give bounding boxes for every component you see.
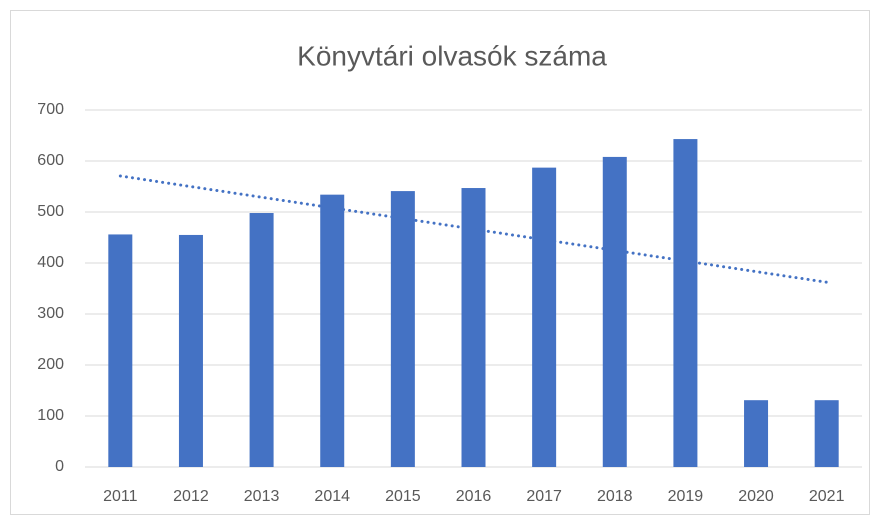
y-tick-label: 0 <box>55 458 64 475</box>
x-tick-label: 2019 <box>668 488 704 505</box>
bar <box>673 139 698 467</box>
bar <box>320 194 345 467</box>
y-tick-label: 300 <box>37 305 64 322</box>
bar <box>744 400 769 467</box>
bar <box>249 213 274 467</box>
bar <box>532 167 557 467</box>
bar <box>178 234 203 467</box>
y-tick-label: 200 <box>37 356 64 373</box>
bar <box>814 400 839 467</box>
x-tick-label: 2015 <box>385 488 421 505</box>
chart-title: Könyvtári olvasók száma <box>297 40 607 71</box>
bar <box>108 234 133 467</box>
bar <box>461 188 486 467</box>
x-tick-label: 2021 <box>809 488 845 505</box>
x-tick-label: 2013 <box>244 488 280 505</box>
x-tick-label: 2016 <box>456 488 492 505</box>
x-tick-label: 2017 <box>526 488 562 505</box>
x-tick-label: 2020 <box>738 488 774 505</box>
x-tick-label: 2011 <box>103 488 138 505</box>
y-tick-label: 500 <box>37 203 64 220</box>
y-tick-label: 400 <box>37 254 64 271</box>
bar <box>390 191 415 467</box>
y-tick-label: 100 <box>37 407 64 424</box>
bar <box>602 156 627 468</box>
x-tick-label: 2012 <box>173 488 209 505</box>
y-tick-label: 600 <box>37 152 64 169</box>
y-tick-label: 700 <box>37 101 64 118</box>
x-tick-label: 2014 <box>314 488 350 505</box>
x-tick-label: 2018 <box>597 488 633 505</box>
